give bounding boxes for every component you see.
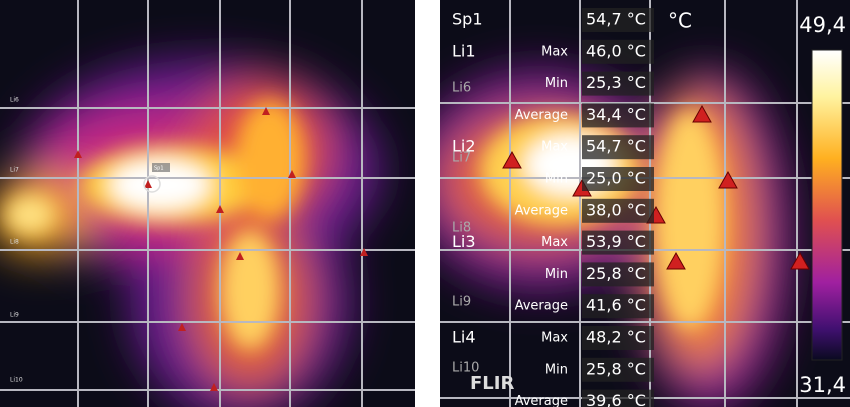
stat-label: Max [541, 235, 568, 250]
value-background [582, 326, 654, 350]
scale-unit: °C [668, 9, 692, 33]
line-label: Li6 [10, 97, 19, 104]
value-background [582, 389, 654, 407]
value-background [582, 230, 654, 255]
scale-max: 49,4 [799, 13, 846, 37]
measurement-label: Sp1 [452, 10, 483, 29]
value-background [582, 135, 654, 160]
spot-label: Sp1 [154, 166, 164, 172]
left-thermal-image [0, 0, 415, 407]
stat-label: Average [515, 203, 568, 218]
stat-label: Max [541, 44, 568, 59]
value-background [582, 103, 654, 128]
measurement-label: Li2 [452, 137, 476, 156]
value-background [582, 8, 654, 32]
stat-label: Min [545, 362, 568, 377]
measurement-value: 25,0 °C [586, 169, 646, 188]
value-background [582, 294, 654, 319]
measurement-value: 25,8 °C [586, 264, 646, 283]
measurement-value: 48,2 °C [586, 328, 646, 347]
measurement-value: 25,8 °C [586, 359, 646, 378]
measurement-value: 46,0 °C [586, 41, 646, 60]
measurement-value: 54,7 °C [586, 10, 646, 29]
stat-label: Max [541, 331, 568, 346]
measurement-label: Li1 [452, 41, 476, 60]
measurement-label: Li4 [452, 328, 476, 347]
measurement-value: 25,3 °C [586, 73, 646, 92]
line-label: Li7 [10, 167, 19, 174]
measurement-value: 38,0 °C [586, 200, 646, 219]
line-label: Li9 [10, 312, 19, 319]
line-label: Li10 [10, 377, 23, 384]
stat-label: Max [541, 140, 568, 155]
stat-label: Min [545, 267, 568, 282]
stat-label: Min [545, 172, 568, 187]
scale-min: 31,4 [799, 373, 846, 397]
line-label: Li6 [452, 81, 471, 96]
value-background [582, 198, 654, 223]
stat-label: Min [545, 76, 568, 91]
stat-label: Average [515, 299, 568, 314]
measurement-value: 53,9 °C [586, 232, 646, 251]
line-label: Li8 [452, 221, 471, 236]
measurement-value: 54,7 °C [586, 137, 646, 156]
stat-label: Average [515, 394, 568, 407]
value-background [582, 71, 654, 96]
line-label: Li10 [452, 361, 479, 376]
value-background [582, 167, 654, 191]
value-background [582, 357, 654, 382]
stat-label: Average [515, 108, 568, 123]
measurement-value: 34,4 °C [586, 105, 646, 124]
line-label: Li9 [452, 295, 471, 310]
right-thermal-image: Li6 Li7 Li8 Li9 Li10 Sp1 54,7 °C Li1 Max 46,0 °C M… [440, 0, 850, 407]
measurement-value: 39,6 °C [586, 391, 646, 407]
color-scale [811, 49, 843, 361]
value-background [582, 262, 654, 287]
logo: FLIR [470, 373, 514, 394]
measurement-value: 41,6 °C [586, 296, 646, 315]
line-label: Li8 [10, 239, 19, 246]
measurement-label: Li3 [452, 232, 476, 251]
value-background [582, 39, 654, 64]
line-label: Li7 [452, 151, 471, 166]
